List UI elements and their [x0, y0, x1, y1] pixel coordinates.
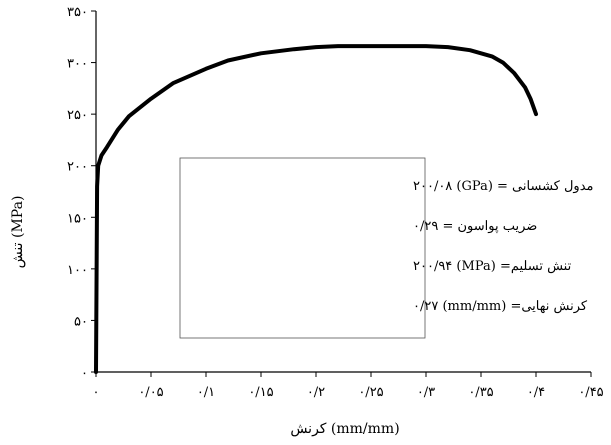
y-tick-label: ۱۵۰	[67, 211, 88, 226]
y-axis-title: تنش (MPa)	[10, 196, 26, 269]
x-tick-label: ۰/۳	[417, 385, 435, 400]
properties-box: مدول کشسانی = (GPa) ۲۰۰/۰۸ ضریب پواسون = …	[179, 157, 594, 339]
y-tick-label: ۲۰۰	[67, 160, 88, 175]
x-tick-label: ۰/۱۵	[248, 385, 273, 400]
x-tick-label: ۰/۴۵	[578, 385, 603, 400]
x-tick-label: ۰/۰۵	[138, 385, 163, 400]
x-tick-label: ۰/۳۵	[468, 385, 493, 400]
properties-box-frame	[179, 157, 426, 339]
x-axis: ۰ ۰/۰۵ ۰/۱ ۰/۱۵ ۰/۲ ۰/۲۵ ۰/۳ ۰/۳۵ ۰/۴ ۰/۴۵	[93, 371, 604, 400]
y-tick-label: ۳۵۰	[67, 5, 88, 20]
stress-strain-curve	[94, 44, 538, 374]
x-tick-label: ۰/۱	[197, 385, 215, 400]
y-axis: ۰ ۵۰ ۱۰۰ ۱۵۰ ۲۰۰ ۲۵۰ ۳۰۰ ۳۵۰	[67, 5, 97, 381]
property-line: ضریب پواسون = ۰/۲۹	[413, 219, 537, 234]
property-line: تنش تسلیم= (MPa) ۲۰۰/۹۴	[413, 259, 572, 274]
y-tick-label: ۳۰۰	[67, 57, 88, 72]
y-tick-label: ۵۰	[74, 314, 88, 329]
y-tick-label: ۲۵۰	[67, 108, 88, 123]
property-line: کرنش نهایی= (mm/mm) ۰/۲۷	[413, 299, 588, 314]
x-tick-label: ۰	[93, 385, 100, 400]
x-tick-label: ۰/۲	[307, 385, 325, 400]
x-tick-label: ۰/۴	[527, 385, 545, 400]
x-tick-label: ۰/۲۵	[358, 385, 383, 400]
series-layer	[94, 44, 538, 374]
property-line: مدول کشسانی = (GPa) ۲۰۰/۰۸	[413, 179, 594, 194]
y-tick-label: ۱۰۰	[67, 263, 88, 278]
y-tick-label: ۰	[81, 366, 88, 381]
x-axis-title: کرنش (mm/mm)	[290, 421, 399, 437]
